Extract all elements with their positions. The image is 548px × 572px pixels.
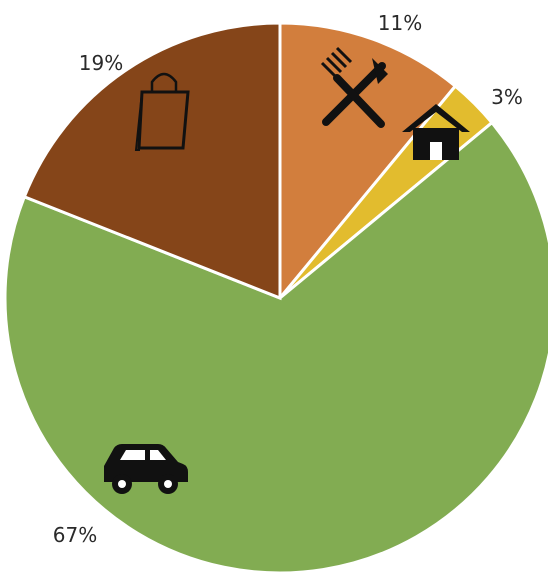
pie-slice-dining [278, 21, 458, 303]
shopping-bag-icon [134, 72, 190, 151]
pie-slice-shopping [22, 21, 282, 301]
fork-knife-icon [320, 46, 388, 128]
label-car: 67% [53, 523, 97, 547]
label-shopping: 19% [79, 51, 123, 75]
house-icon [402, 104, 470, 160]
label-home: 3% [491, 85, 523, 109]
pie-slices [3, 21, 548, 572]
car-icon [104, 444, 188, 494]
label-dining: 11% [378, 11, 422, 35]
